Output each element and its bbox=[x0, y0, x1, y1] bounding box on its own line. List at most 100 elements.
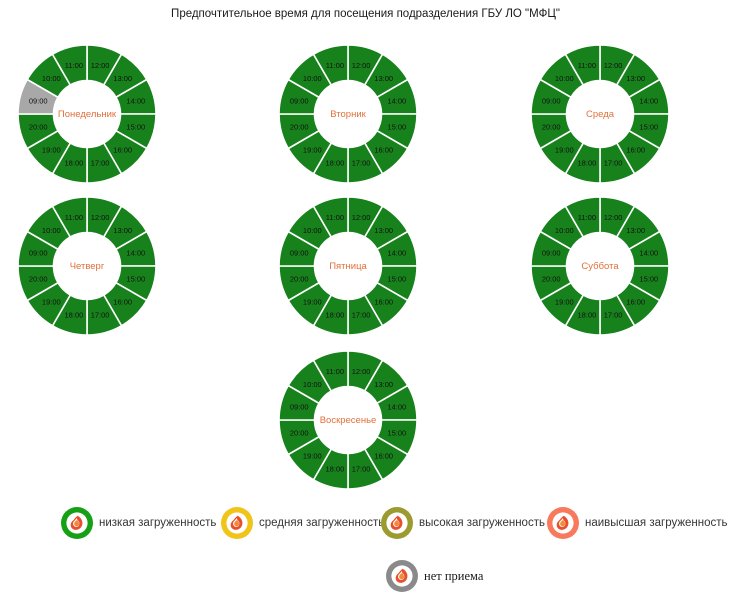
day-name-label: Вторник bbox=[330, 109, 366, 120]
day-name-label: Четверг bbox=[70, 261, 105, 272]
hour-label: 14:00 bbox=[639, 97, 658, 106]
hour-label: 12:00 bbox=[604, 213, 623, 222]
hour-label: 10:00 bbox=[555, 74, 574, 83]
hour-label: 18:00 bbox=[65, 158, 84, 167]
hour-label: 14:00 bbox=[126, 249, 145, 258]
hour-label: 09:00 bbox=[542, 97, 561, 106]
legend-item-none: нет приема bbox=[385, 559, 483, 593]
day-name-label: Воскресенье bbox=[320, 415, 377, 426]
chart-title: Предпочтительное время для посещения под… bbox=[171, 8, 560, 20]
day-name-label: Среда bbox=[586, 109, 615, 120]
hour-label: 20:00 bbox=[290, 123, 309, 132]
hour-label: 20:00 bbox=[542, 275, 561, 284]
hour-label: 15:00 bbox=[639, 123, 658, 132]
load-indicator-icon bbox=[381, 507, 413, 539]
hour-label: 18:00 bbox=[326, 158, 345, 167]
hour-label: 16:00 bbox=[374, 451, 393, 460]
hour-label: 20:00 bbox=[542, 123, 561, 132]
hour-label: 15:00 bbox=[126, 275, 145, 284]
load-indicator-icon bbox=[221, 507, 253, 539]
hour-label: 13:00 bbox=[113, 226, 132, 235]
hour-label: 18:00 bbox=[578, 158, 597, 167]
hour-label: 17:00 bbox=[352, 464, 371, 473]
hour-label: 20:00 bbox=[290, 275, 309, 284]
day-name-label: Пятница bbox=[329, 261, 367, 272]
donut-segment-11:00-low bbox=[312, 350, 349, 393]
hour-label: 13:00 bbox=[374, 74, 393, 83]
load-indicator-icon bbox=[547, 507, 579, 539]
hour-label: 15:00 bbox=[387, 275, 406, 284]
hour-label: 19:00 bbox=[555, 297, 574, 306]
mfc-flame-icon bbox=[556, 515, 569, 530]
day-name-label: Суббота bbox=[581, 261, 619, 272]
legend-label-low: низкая загруженность bbox=[99, 517, 217, 529]
hour-label: 19:00 bbox=[303, 297, 322, 306]
hour-label: 17:00 bbox=[91, 310, 110, 319]
hour-label: 12:00 bbox=[91, 213, 110, 222]
legend-item-high: высокая загруженность bbox=[380, 506, 545, 540]
hour-label: 14:00 bbox=[639, 249, 658, 258]
donut-segment-11:00-low bbox=[51, 44, 88, 87]
hour-label: 14:00 bbox=[387, 97, 406, 106]
legend-label-medium: средняя загруженность bbox=[259, 517, 385, 529]
hour-label: 11:00 bbox=[326, 213, 344, 222]
hour-label: 18:00 bbox=[65, 310, 84, 319]
hour-label: 15:00 bbox=[387, 123, 406, 132]
hour-label: 18:00 bbox=[326, 464, 345, 473]
mfc-flame-icon bbox=[390, 515, 403, 530]
hour-label: 19:00 bbox=[42, 145, 61, 154]
hour-label: 10:00 bbox=[555, 226, 574, 235]
hour-label: 15:00 bbox=[126, 123, 145, 132]
hour-label: 19:00 bbox=[42, 297, 61, 306]
mfc-flame-icon bbox=[70, 515, 83, 530]
hour-label: 16:00 bbox=[626, 297, 645, 306]
hour-label: 09:00 bbox=[290, 249, 309, 258]
hour-label: 17:00 bbox=[91, 158, 110, 167]
hour-label: 18:00 bbox=[578, 310, 597, 319]
hour-label: 09:00 bbox=[290, 97, 309, 106]
hour-label: 18:00 bbox=[326, 310, 345, 319]
hour-label: 11:00 bbox=[65, 61, 83, 70]
hour-label: 13:00 bbox=[374, 226, 393, 235]
hour-label: 17:00 bbox=[604, 310, 623, 319]
hour-label: 13:00 bbox=[374, 380, 393, 389]
hour-label: 13:00 bbox=[626, 226, 645, 235]
donut-segment-11:00-low bbox=[312, 196, 349, 239]
hour-label: 11:00 bbox=[326, 61, 344, 70]
hour-label: 17:00 bbox=[352, 310, 371, 319]
hour-label: 09:00 bbox=[290, 403, 309, 412]
hour-label: 13:00 bbox=[626, 74, 645, 83]
legend-item-low: низкая загруженность bbox=[60, 506, 216, 540]
hour-label: 11:00 bbox=[578, 61, 596, 70]
hour-label: 12:00 bbox=[604, 61, 623, 70]
hour-label: 10:00 bbox=[42, 226, 61, 235]
hour-label: 14:00 bbox=[387, 249, 406, 258]
hour-label: 12:00 bbox=[352, 61, 371, 70]
hour-label: 09:00 bbox=[542, 249, 561, 258]
legend-item-highest: наивысшая загруженность bbox=[546, 506, 728, 540]
hour-label: 10:00 bbox=[303, 380, 322, 389]
legend-item-medium: средняя загруженность bbox=[220, 506, 384, 540]
hour-label: 14:00 bbox=[387, 403, 406, 412]
donut-segment-11:00-low bbox=[564, 44, 601, 87]
hour-label: 10:00 bbox=[303, 74, 322, 83]
hour-label: 16:00 bbox=[113, 297, 132, 306]
hour-label: 20:00 bbox=[290, 429, 309, 438]
donut-segment-11:00-low bbox=[51, 196, 88, 239]
hour-label: 11:00 bbox=[326, 367, 344, 376]
hour-label: 20:00 bbox=[29, 275, 48, 284]
load-indicator-icon bbox=[386, 560, 418, 592]
legend-label-none: нет приема bbox=[424, 568, 484, 583]
hour-label: 12:00 bbox=[352, 213, 371, 222]
mfc-flame-icon bbox=[395, 568, 408, 583]
legend-label-highest: наивысшая загруженность bbox=[585, 517, 728, 529]
hour-label: 09:00 bbox=[29, 249, 48, 258]
hour-label: 10:00 bbox=[303, 226, 322, 235]
hour-label: 20:00 bbox=[29, 123, 48, 132]
